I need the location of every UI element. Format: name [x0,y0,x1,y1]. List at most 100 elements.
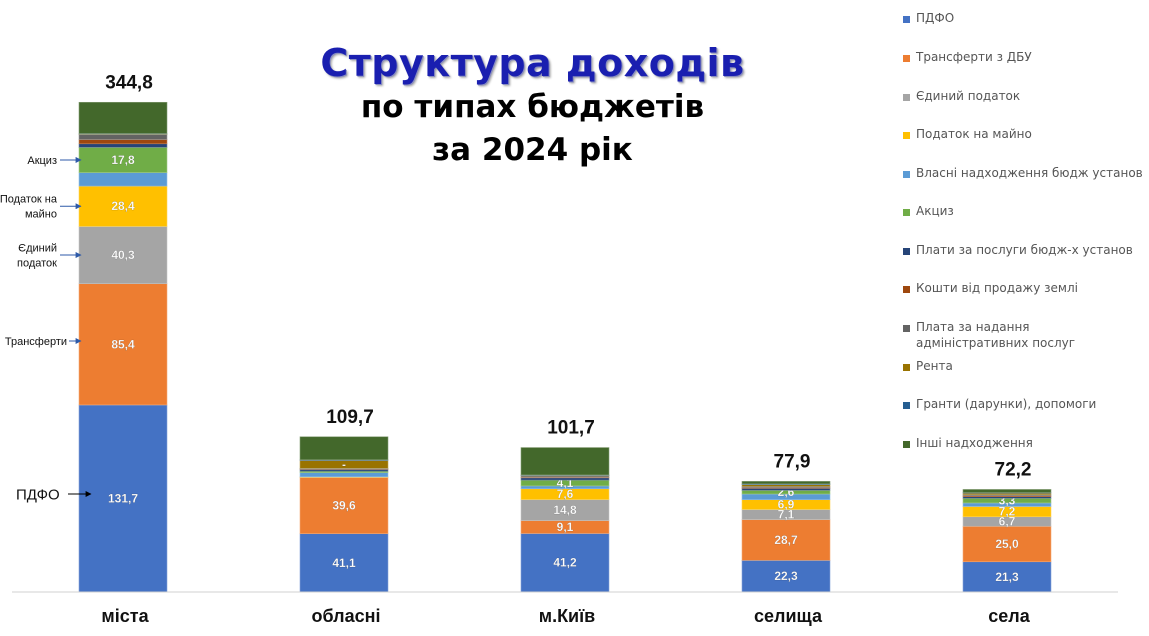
bar-segment [78,283,168,406]
bar-segment [962,489,1052,493]
category-label: селища [754,606,823,626]
bar-value-label: 14,8 [553,503,577,517]
legend-item: Плата за надання адміністративних послуг [903,319,1143,351]
title-line-3: за 2024 рік [432,132,633,168]
bar-segment [741,481,831,485]
legend-label: Інші надходження [916,436,1033,450]
legend-item: Рента [903,358,1143,374]
legend-label: Власні надходження бюдж установ [916,166,1143,180]
legend-item: Власні надходження бюдж установ [903,165,1143,181]
bar-total-label: 77,9 [774,451,811,472]
bar-segment [78,185,168,227]
annotation-label: податок [17,257,57,269]
annotation-label: Трансферти [5,336,67,348]
bar-value-label: 85,4 [111,337,135,351]
bar-value-label: 131,7 [108,491,138,505]
annotation-label: Акциз [27,155,57,167]
bar-segment [299,472,389,478]
legend-item: Кошти від продажу землі [903,280,1143,296]
bar-total-label: 344,8 [105,72,153,93]
bar-segment [741,519,831,561]
bar-total-label: 101,7 [547,418,595,439]
legend-item: Плати за послуги бюдж-х установ [903,242,1143,258]
bar-value-label: 39,6 [332,499,356,513]
bar-value-label: 41,2 [553,556,577,570]
bar-segment [520,533,610,593]
bar-value-label: 7,1 [778,508,795,522]
legend-label: Плати за послуги бюдж-х установ [916,243,1133,257]
title-line-2: по типах бюджетів [360,89,705,125]
bar-segment [78,139,168,145]
bar-value-label: 28,7 [774,533,798,547]
bar-value-label: 6,9 [778,498,795,512]
legend-item: Трансферти з ДБУ [903,49,1143,65]
legend-item: Єдиний податок [903,88,1143,104]
legend-swatch [903,286,910,293]
category-label: села [988,606,1030,626]
bar-value-label: 21,3 [995,570,1019,584]
bar-segment [520,477,610,481]
legend-swatch [903,402,910,409]
legend-label: Єдиний податок [916,89,1021,103]
legend-label: Плата за надання адміністративних послуг [916,320,1076,350]
legend-label: Рента [916,359,953,373]
legend-item: Гранти (дарунки), допомоги [903,396,1143,412]
bar-value-label: 9,1 [557,520,574,534]
bar-value-label: 25,0 [995,537,1019,551]
legend-swatch [903,55,910,62]
category-label: міста [101,606,149,626]
legend-swatch [903,209,910,216]
bars-group: 131,7 85,4 40,3 28,4 17,8 344,8 міста 41,1 39,6 -… [78,72,1052,626]
bar-segment [299,477,389,534]
legend-item: Акциз [903,203,1143,219]
chart-title: Структура доходів по типах бюджетів за 2… [300,40,765,172]
annotation-label: майно [25,209,57,221]
bar-value-label: 7,2 [999,505,1016,519]
legend-swatch [903,94,910,101]
bar-segment [299,533,389,593]
category-label: обласні [312,606,381,626]
legend-swatch [903,364,910,371]
bar-segment [78,143,168,148]
legend-item: ПДФО [903,10,1143,26]
legend-label: Податок на майно [916,127,1032,141]
legend-swatch [903,132,910,139]
annotation-label: ПДФО [16,486,60,503]
bar-total-label: 109,7 [326,407,374,428]
bar-value-label: 41,1 [332,556,356,570]
legend-swatch [903,441,910,448]
bar-segment [520,447,610,476]
bar-value-label: 22,3 [774,569,798,583]
legend-label: Акциз [916,204,954,218]
bar-value-label: 7,6 [557,487,574,501]
bar-value-label: 6,7 [999,514,1016,528]
bar-segment [299,436,389,461]
legend-swatch [903,171,910,178]
legend-item: Податок на майно [903,126,1143,142]
legend-label: Гранти (дарунки), допомоги [916,397,1097,411]
legend-label: Кошти від продажу землі [916,281,1078,295]
bar-value-label: 40,3 [111,248,135,262]
bar-value-label: 17,8 [111,153,135,167]
bar-segment [78,226,168,284]
bar-segment [78,101,168,134]
title-line-1: Структура доходів [320,41,745,85]
bar-total-label: 72,2 [995,459,1032,480]
bar-segment [962,561,1052,593]
annotation-label: Податок на [0,194,58,206]
legend-item: Інші надходження [903,435,1143,451]
annotation-label: Єдиний [18,242,57,254]
legend-swatch [903,248,910,255]
bar-segment [78,404,168,593]
bar-segment [78,172,168,187]
bar-value-label: - [342,457,346,471]
annotations-group: Акциз Податок на майно Єдиний податок Трансфе… [0,155,92,503]
legend-swatch [903,325,910,332]
bar-value-label: 28,4 [111,199,135,213]
legend-swatch [903,16,910,23]
bar-segment [78,134,168,140]
legend-label: ПДФО [916,11,955,25]
bar-segment [78,147,168,173]
bar-segment [741,560,831,593]
